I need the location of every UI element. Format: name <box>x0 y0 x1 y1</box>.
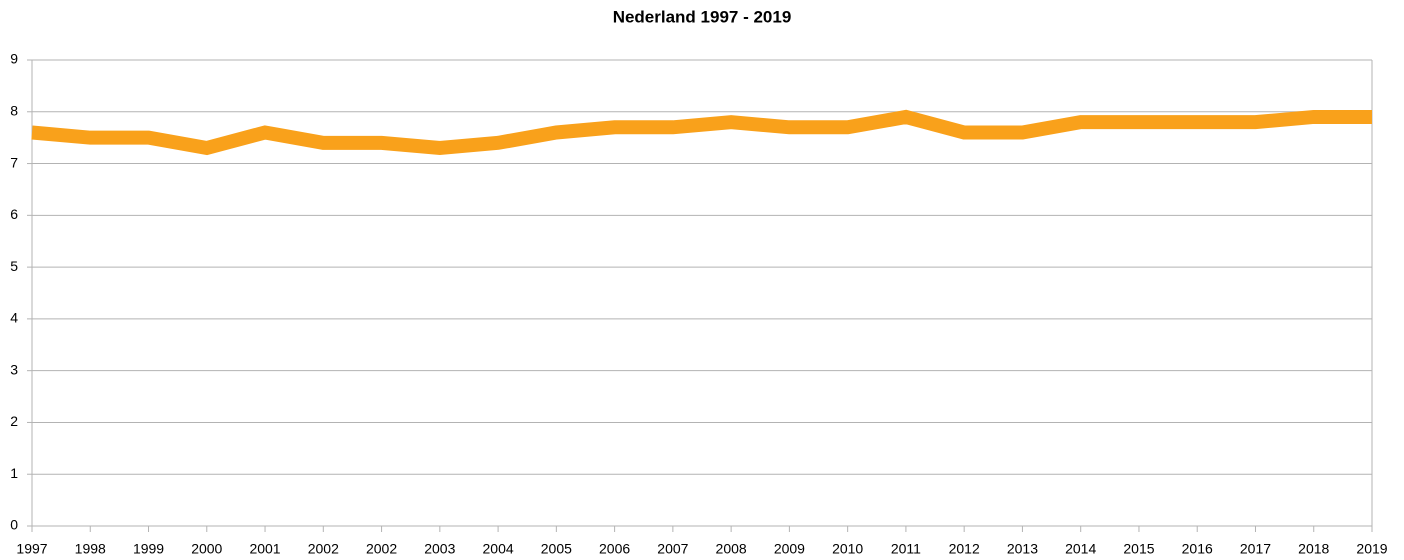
x-tick-label: 2002 <box>308 541 339 557</box>
x-tick-label: 2009 <box>774 541 805 557</box>
y-tick-label: 6 <box>10 206 18 222</box>
y-tick-label: 9 <box>10 51 18 67</box>
y-tick-label: 4 <box>10 310 18 326</box>
x-tick-label: 2017 <box>1240 541 1271 557</box>
y-tick-label: 5 <box>10 258 18 274</box>
y-tick-label: 0 <box>10 517 18 533</box>
x-tick-label: 2013 <box>1007 541 1038 557</box>
x-tick-label: 2011 <box>891 541 921 557</box>
x-tick-label: 1997 <box>16 541 47 557</box>
x-tick-label: 2018 <box>1298 541 1329 557</box>
x-tick-label: 2012 <box>949 541 980 557</box>
x-tick-label: 2007 <box>657 541 688 557</box>
x-tick-label: 2006 <box>599 541 630 557</box>
chart-title: Nederland 1997 - 2019 <box>613 7 792 26</box>
x-tick-label: 1998 <box>75 541 106 557</box>
x-tick-label: 2005 <box>541 541 572 557</box>
x-tick-label: 2000 <box>191 541 222 557</box>
x-tick-label: 2004 <box>483 541 514 557</box>
line-series <box>31 109 1372 156</box>
y-tick-label: 2 <box>10 413 18 429</box>
y-tick-label: 3 <box>10 361 18 377</box>
x-tick-label: 2010 <box>832 541 863 557</box>
x-tick-label: 2019 <box>1356 541 1387 557</box>
y-tick-label: 8 <box>10 102 18 118</box>
x-tick-label: 2015 <box>1123 541 1154 557</box>
x-tick-label: 2014 <box>1065 541 1096 557</box>
y-tick-label: 1 <box>10 465 18 481</box>
x-tick-label: 2001 <box>249 541 280 557</box>
x-tick-label: 2002 <box>366 541 397 557</box>
x-tick-label: 2003 <box>424 541 455 557</box>
y-tick-label: 7 <box>10 154 18 170</box>
x-tick-label: 1999 <box>133 541 164 557</box>
x-tick-label: 2016 <box>1182 541 1213 557</box>
x-tick-label: 2008 <box>716 541 747 557</box>
